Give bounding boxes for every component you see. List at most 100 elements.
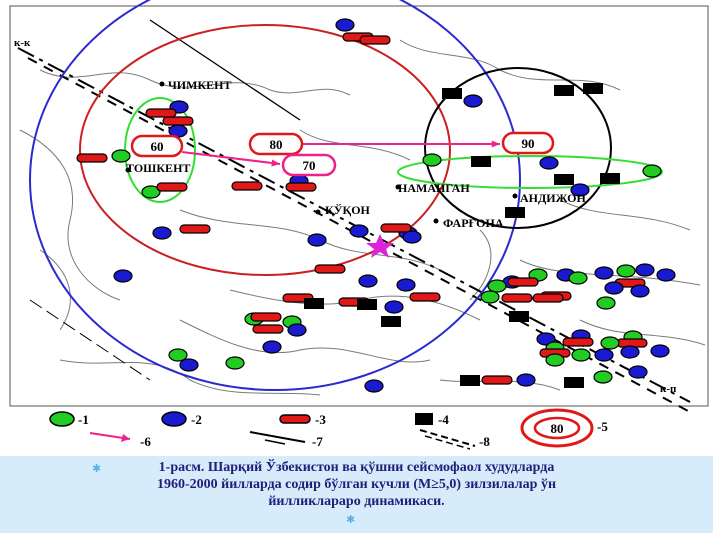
- svg-text:60: 60: [151, 139, 164, 154]
- blue-earthquake-marker: [402, 230, 422, 244]
- green-earthquake-marker: [545, 353, 565, 367]
- blue-earthquake-marker: [635, 263, 655, 277]
- svg-text:70: 70: [303, 158, 316, 173]
- red-earthquake-marker: [380, 223, 412, 233]
- legend-label-5: -5: [597, 419, 608, 434]
- green-earthquake-marker: [487, 279, 507, 293]
- legend-blue-marker-icon: [161, 411, 187, 427]
- legend-label-1: -1: [78, 412, 89, 427]
- blue-earthquake-marker: [536, 332, 556, 346]
- blue-earthquake-marker: [628, 365, 648, 379]
- caption-line-3: йилликлараро динамикаси.: [268, 494, 445, 509]
- legend-dashed-fault-icon: [419, 429, 476, 447]
- red-earthquake-marker: [162, 116, 194, 126]
- city-label-kukon: ҚЎҚОН: [325, 203, 371, 217]
- red-earthquake-marker: [179, 224, 211, 234]
- legend-label-2: -2: [191, 412, 202, 427]
- red-earthquake-marker: [359, 35, 391, 45]
- red-earthquake-marker: [562, 337, 594, 347]
- arrow-head-icon: [491, 140, 500, 148]
- blue-earthquake-marker: [113, 269, 133, 283]
- black-earthquake-marker: [554, 85, 574, 96]
- blue-earthquake-marker: [335, 18, 355, 32]
- year-marker-70: 70: [281, 153, 337, 177]
- black-earthquake-marker: [554, 174, 574, 185]
- green-earthquake-marker: [480, 290, 500, 304]
- city-label-toshkent: ТОШКЕНТ: [126, 161, 190, 175]
- green-earthquake-marker: [600, 336, 620, 350]
- blue-earthquake-marker: [516, 373, 536, 387]
- black-earthquake-marker: [564, 377, 584, 388]
- seismic-map: ЧИМКЕНТ ТОШКЕНТ НАМАНГАН АНДИЖОН ҚЎҚОН Ф…: [9, 0, 709, 450]
- caption-line-2: 1960-2000 йилларда содир бўлган кучли (M…: [156, 477, 557, 492]
- black-earthquake-marker: [357, 299, 377, 310]
- black-earthquake-marker: [471, 156, 491, 167]
- blue-earthquake-marker: [539, 156, 559, 170]
- fault-label-kp: к-п: [660, 383, 677, 395]
- black-earthquake-marker: [509, 311, 529, 322]
- red-earthquake-marker: [76, 153, 108, 163]
- red-earthquake-marker: [156, 182, 188, 192]
- black-earthquake-marker: [442, 88, 462, 99]
- legend-red-marker-icon: [279, 414, 311, 424]
- green-earthquake-marker: [141, 185, 161, 199]
- blue-earthquake-marker: [604, 281, 624, 295]
- svg-text:80: 80: [270, 137, 283, 152]
- blue-earthquake-marker: [349, 224, 369, 238]
- blue-earthquake-marker: [364, 379, 384, 393]
- green-zone-ellipse-east: [397, 155, 663, 189]
- black-earthquake-marker: [505, 207, 525, 218]
- blue-earthquake-marker: [570, 183, 590, 197]
- green-earthquake-marker: [616, 264, 636, 278]
- blue-earthquake-marker: [620, 345, 640, 359]
- caption-line-1: 1-расм. Шарқий Ўзбекистон ва қўшни сейсм…: [158, 460, 555, 475]
- arrow-head-icon: [271, 159, 280, 167]
- blue-earthquake-marker: [650, 344, 670, 358]
- star-bullet-icon-bottom: ✱: [346, 514, 356, 526]
- blue-earthquake-marker: [384, 300, 404, 314]
- blue-earthquake-marker: [307, 233, 327, 247]
- migration-arrow: [181, 151, 281, 165]
- green-earthquake-marker: [225, 356, 245, 370]
- legend-label-5-value: 80: [551, 421, 564, 436]
- blue-influence-circle: [29, 0, 521, 391]
- green-earthquake-marker: [422, 153, 442, 167]
- year-marker-60: 60: [130, 134, 184, 158]
- city-label-namangan: НАМАНГАН: [398, 181, 470, 195]
- legend-label-6: -6: [140, 434, 151, 449]
- blue-earthquake-marker: [179, 358, 199, 372]
- blue-earthquake-marker: [287, 323, 307, 337]
- red-earthquake-marker: [507, 277, 539, 287]
- star-bullet-icon: ✱: [92, 463, 102, 475]
- blue-earthquake-marker: [630, 284, 650, 298]
- green-earthquake-marker: [168, 348, 188, 362]
- black-earthquake-marker: [583, 83, 603, 94]
- red-earthquake-marker: [231, 181, 263, 191]
- city-label-chimkent: ЧИМКЕНТ: [168, 78, 232, 92]
- blue-earthquake-marker: [396, 278, 416, 292]
- black-earthquake-marker: [460, 375, 480, 386]
- legend-black-marker-icon: [415, 413, 433, 425]
- fault-lines: [17, 19, 691, 413]
- epicenter-star-icon: [366, 234, 394, 258]
- migration-arrows: [181, 140, 500, 167]
- map-legend: -1 -2 -3 -4 80 -5 -6 -7 -8: [49, 408, 608, 450]
- green-earthquake-marker: [571, 348, 591, 362]
- blue-earthquake-marker: [656, 268, 676, 282]
- figure-caption: ✱ 1-расм. Шарқий Ўзбекистон ва қўшни сей…: [0, 456, 713, 533]
- legend-fault-line-icon: [249, 431, 306, 443]
- city-label-andijon: АНДИЖОН: [520, 191, 586, 205]
- green-earthquake-marker: [596, 296, 616, 310]
- green-earthquake-marker: [593, 370, 613, 384]
- blue-earthquake-marker: [262, 340, 282, 354]
- legend-label-8: -8: [479, 434, 490, 449]
- green-earthquake-marker: [642, 164, 662, 178]
- blue-earthquake-marker: [463, 94, 483, 108]
- fault-label-kk: к-к: [14, 37, 31, 49]
- black-influence-circle: [424, 67, 612, 229]
- green-earthquake-marker: [568, 271, 588, 285]
- legend-label-4: -4: [438, 412, 449, 427]
- red-earthquake-marker: [314, 264, 346, 274]
- red-earthquake-marker: [501, 293, 533, 303]
